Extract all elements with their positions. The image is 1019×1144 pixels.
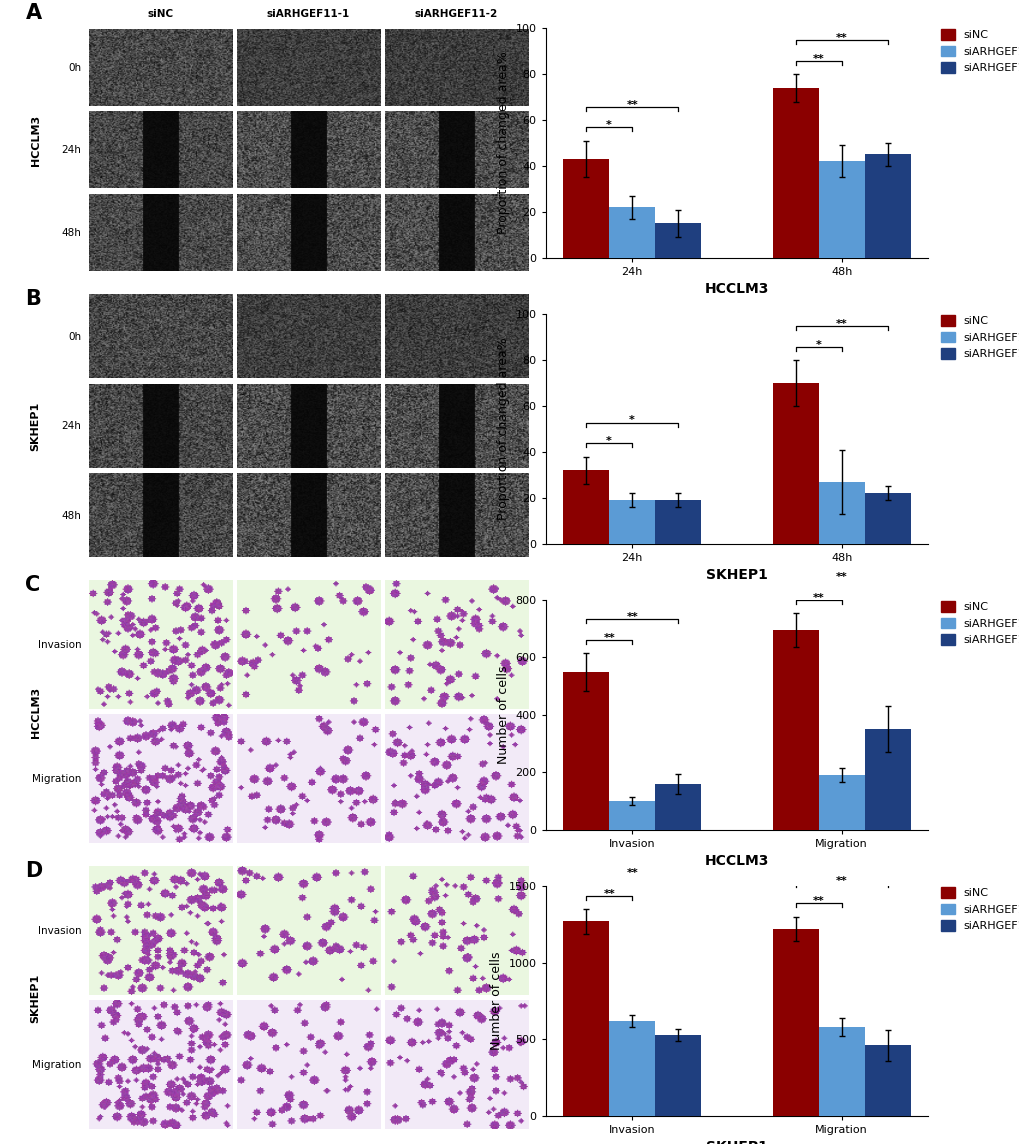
Legend: siNC, siARHGEF11-1, siARHGEF11-2: siNC, siARHGEF11-1, siARHGEF11-2 (941, 315, 1019, 359)
Text: *: * (629, 415, 635, 426)
Text: Invasion: Invasion (38, 925, 82, 936)
Text: 0h: 0h (68, 63, 82, 73)
Text: 24h: 24h (62, 145, 82, 156)
Text: **: ** (626, 612, 638, 622)
Text: A: A (25, 3, 42, 23)
Legend: siNC, siARHGEF11-1, siARHGEF11-2: siNC, siARHGEF11-1, siARHGEF11-2 (941, 601, 1019, 645)
Bar (654, 784, 701, 829)
Y-axis label: Proportion of changed area%: Proportion of changed area% (496, 337, 510, 521)
Text: Migration: Migration (33, 774, 82, 785)
Text: C: C (25, 575, 41, 595)
Text: Invasion: Invasion (38, 639, 82, 650)
Text: *: * (605, 436, 611, 446)
Text: siNC: siNC (148, 9, 173, 19)
Text: D: D (25, 861, 43, 881)
Text: *: * (605, 120, 611, 130)
Text: **: ** (812, 54, 823, 64)
Text: siARHGEF11-1: siARHGEF11-1 (267, 9, 350, 19)
Legend: siNC, siARHGEF11-1, siARHGEF11-2: siNC, siARHGEF11-1, siARHGEF11-2 (941, 29, 1019, 73)
Bar (608, 801, 654, 829)
Y-axis label: Number of cells: Number of cells (490, 952, 502, 1050)
Text: Migration: Migration (33, 1060, 82, 1071)
Text: **: ** (835, 875, 847, 885)
Bar (562, 159, 608, 257)
Legend: siNC, siARHGEF11-1, siARHGEF11-2: siNC, siARHGEF11-1, siARHGEF11-2 (941, 887, 1019, 931)
Text: HCCLM3: HCCLM3 (31, 114, 41, 166)
Text: **: ** (626, 100, 638, 110)
Text: **: ** (626, 868, 638, 877)
X-axis label: HCCLM3: HCCLM3 (704, 283, 768, 296)
Bar (818, 161, 864, 257)
X-axis label: SKHEP1: SKHEP1 (705, 1141, 767, 1144)
Text: **: ** (812, 896, 823, 906)
X-axis label: SKHEP1: SKHEP1 (705, 569, 767, 582)
Text: **: ** (835, 33, 847, 42)
Text: SKHEP1: SKHEP1 (31, 974, 41, 1023)
Bar (562, 921, 608, 1115)
Text: HCCLM3: HCCLM3 (31, 686, 41, 738)
Text: **: ** (602, 633, 614, 643)
Bar (608, 1020, 654, 1115)
Text: **: ** (835, 572, 847, 582)
Bar (654, 1034, 701, 1115)
Text: **: ** (602, 889, 614, 898)
Bar (562, 672, 608, 829)
Bar (818, 1027, 864, 1115)
Bar (864, 154, 910, 257)
Text: **: ** (812, 593, 823, 603)
Y-axis label: Proportion of changed area%: Proportion of changed area% (496, 51, 510, 235)
Text: 24h: 24h (62, 421, 82, 431)
Bar (654, 500, 701, 543)
Bar (818, 776, 864, 829)
Bar (608, 500, 654, 543)
Text: B: B (25, 289, 42, 309)
Y-axis label: Number of cells: Number of cells (496, 666, 510, 764)
Bar (864, 1046, 910, 1115)
Bar (562, 470, 608, 543)
Bar (771, 88, 818, 257)
Text: SKHEP1: SKHEP1 (31, 402, 41, 451)
Bar (864, 730, 910, 829)
Text: siARHGEF11-2: siARHGEF11-2 (415, 9, 497, 19)
Bar (608, 207, 654, 257)
X-axis label: HCCLM3: HCCLM3 (704, 855, 768, 868)
Bar (771, 630, 818, 829)
Text: **: ** (835, 319, 847, 328)
Text: 0h: 0h (68, 332, 82, 342)
Bar (864, 493, 910, 543)
Text: 48h: 48h (62, 510, 82, 521)
Bar (771, 383, 818, 543)
Bar (654, 223, 701, 257)
Bar (818, 482, 864, 543)
Text: *: * (815, 340, 820, 350)
Bar (771, 929, 818, 1115)
Text: 48h: 48h (62, 228, 82, 238)
